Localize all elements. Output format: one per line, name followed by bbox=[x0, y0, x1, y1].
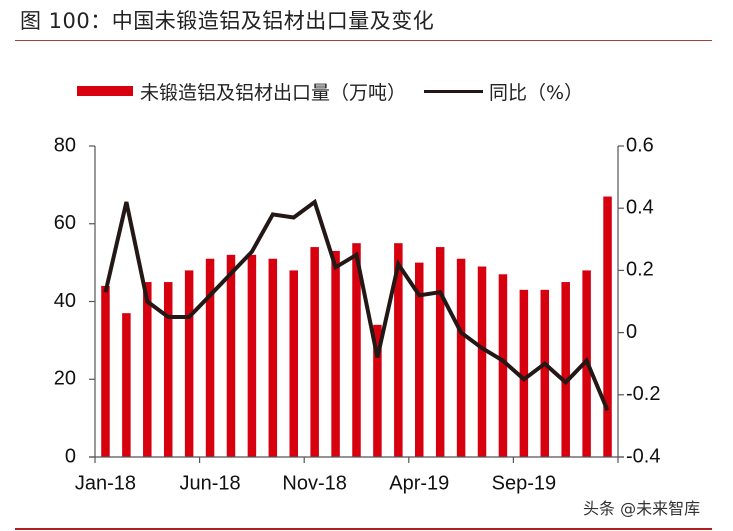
chart-axes bbox=[89, 145, 624, 463]
tick-label: 0 bbox=[65, 445, 76, 467]
bar bbox=[540, 289, 550, 457]
tick-label: 0.6 bbox=[626, 134, 654, 156]
tick-label: 40 bbox=[54, 290, 76, 312]
bar-series bbox=[101, 196, 612, 457]
bar-legend-label: 未锻造铝及铝材出口量（万吨） bbox=[140, 81, 407, 104]
tick-label: Jan-18 bbox=[75, 472, 136, 494]
tick-label: Sep-19 bbox=[492, 472, 557, 494]
bar bbox=[310, 247, 319, 457]
bar bbox=[603, 196, 612, 457]
bar bbox=[498, 274, 508, 457]
bar bbox=[205, 258, 215, 457]
title-divider bbox=[15, 40, 712, 41]
tick-label: 80 bbox=[54, 134, 76, 156]
bar bbox=[435, 247, 445, 457]
line-legend-label: 同比（%） bbox=[489, 81, 584, 104]
watermark: 头条 @未来智库 bbox=[583, 499, 701, 518]
bar bbox=[394, 243, 403, 457]
bar bbox=[163, 282, 173, 457]
tick-label: -0.4 bbox=[626, 445, 660, 467]
tick-label: 0 bbox=[626, 321, 637, 343]
bar bbox=[247, 254, 257, 457]
chart-legend: 未锻造铝及铝材出口量（万吨） 同比（%） bbox=[77, 78, 583, 104]
tick-label: 20 bbox=[54, 368, 76, 390]
bar bbox=[122, 313, 131, 457]
bar bbox=[226, 254, 236, 457]
bar bbox=[561, 282, 570, 457]
tick-label: -0.2 bbox=[626, 383, 660, 405]
figure-title: 图 100：中国未锻造铝及铝材出口量及变化 bbox=[20, 9, 435, 33]
bar-legend-swatch-icon bbox=[77, 86, 133, 96]
bar bbox=[184, 270, 194, 457]
bar bbox=[373, 324, 382, 457]
bar bbox=[143, 282, 152, 457]
bar bbox=[352, 243, 361, 457]
bar bbox=[519, 289, 529, 457]
bar bbox=[101, 285, 110, 457]
bar bbox=[289, 270, 298, 457]
bar bbox=[415, 262, 424, 457]
tick-label: 60 bbox=[54, 212, 76, 234]
tick-label: 0.2 bbox=[626, 259, 654, 281]
tick-label: Apr-19 bbox=[389, 472, 449, 494]
bar bbox=[331, 250, 340, 457]
bar bbox=[477, 266, 487, 457]
tick-label: Nov-18 bbox=[282, 472, 346, 494]
line-series bbox=[103, 198, 610, 412]
line-legend-swatch-icon bbox=[424, 89, 484, 93]
tick-label: Jun-18 bbox=[179, 472, 240, 494]
tick-label: 0.4 bbox=[626, 196, 654, 218]
bottom-divider bbox=[15, 528, 712, 530]
axis-labels: 0 20 40 60 80 -0.4 -0.2 0 0.2 0.4 0.6 Jan-18 Jun-18 N… bbox=[54, 134, 661, 494]
bar bbox=[456, 258, 466, 457]
bar bbox=[268, 258, 278, 457]
